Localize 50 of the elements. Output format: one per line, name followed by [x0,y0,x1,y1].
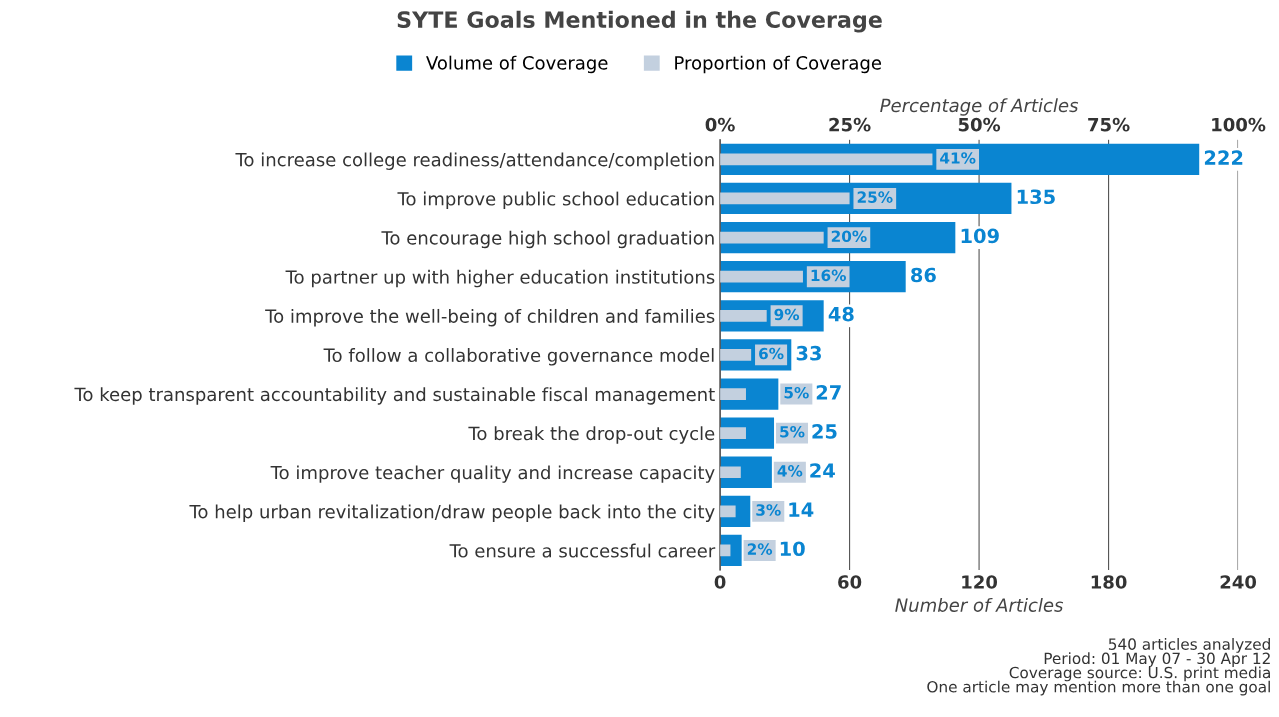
data-label: 5% [780,426,805,438]
data-label: 41% [940,152,976,164]
data-label: 135 [1017,189,1055,205]
data-label: 109 [961,228,999,244]
data-label: 5% [784,386,809,399]
y-tick-label: To partner up with higher education institutions [285,269,715,288]
data-label: 2% [747,543,773,555]
data-label: 4% [777,465,803,477]
y-tick-label: To improve public school education [397,191,714,210]
x-tick-label: 0 [714,575,726,589]
y-tick-label: To encourage high school graduation [381,230,714,249]
x-tick-label: 240 [1220,575,1257,589]
y-tick-label: To keep transparent accountability and sustainable fiscal management [74,387,715,405]
legend-label: Proportion of Coverage [675,55,882,74]
legend-label: Volume of Coverage [426,55,608,74]
data-label: 10 [780,541,805,557]
data-label: 9% [774,308,800,321]
data-label: 86 [911,267,936,283]
x-axis-title: Number of Articles [895,597,1064,612]
data-label: 20% [831,230,867,243]
y-tick-label: To break the drop-out cycle [468,426,715,444]
y-tick-label: To help urban revitalization/draw people back into the city [189,504,715,522]
y-tick-label: To improve teacher quality and increase capacity [270,465,715,483]
data-label: 33 [796,345,821,361]
x-tick-label: 60 [838,575,862,589]
data-label: 14 [789,502,814,517]
x2-tick-label: 75% [1088,117,1130,132]
data-label: 48 [828,306,854,322]
x2-tick-label: 50% [958,117,1001,132]
text: 540 articles analyzed [1108,638,1270,653]
data-label: 16% [811,269,846,282]
x2-axis-title: Percentage of Articles [880,98,1079,116]
text: One article may mention more than one goal [927,680,1270,696]
data-label: 3% [756,504,781,516]
data-label: 25% [857,191,893,203]
x2-tick-label: 0% [705,117,735,132]
x-tick-label: 120 [962,575,998,589]
x2-tick-label: 100% [1212,117,1266,132]
x2-tick-label: 25% [829,117,871,132]
data-label: 6% [759,347,784,360]
y-tick-label: To increase college readiness/attendance/completion [235,152,714,170]
data-label: 25 [812,424,837,439]
chart-title: SYTE Goals Mentioned in the Coverage [397,10,882,33]
y-tick-label: To follow a collaborative governance model [323,348,714,366]
y-tick-label: To improve the well-being of children and families [265,308,715,327]
data-label: 27 [816,384,841,400]
data-label: 222 [1204,150,1243,165]
data-label: 24 [810,463,835,478]
y-tick-label: To ensure a successful career [449,543,716,558]
x-tick-label: 180 [1091,575,1127,589]
